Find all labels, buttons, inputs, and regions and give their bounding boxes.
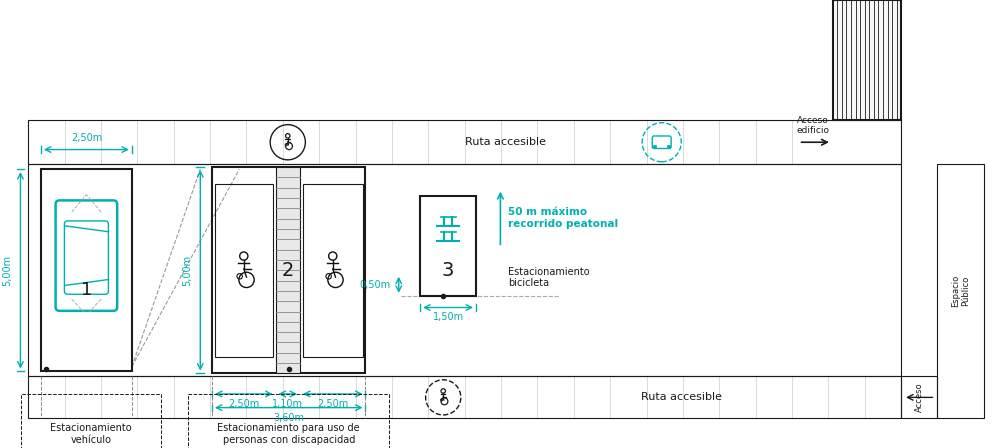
Bar: [667, 146, 670, 147]
Bar: [276, 167, 300, 374]
Bar: [41, 169, 132, 371]
Text: Acceso
edificio: Acceso edificio: [797, 116, 830, 135]
Bar: [28, 376, 901, 418]
Text: 5,00m: 5,00m: [3, 255, 13, 286]
Text: 3: 3: [442, 261, 454, 280]
Text: Espacio
Público: Espacio Público: [951, 275, 971, 307]
Text: 1,50m: 1,50m: [433, 312, 464, 323]
Text: Estacionamiento para uso de
personas con discapacidad: Estacionamiento para uso de personas con…: [217, 423, 360, 445]
Bar: [420, 196, 476, 296]
Text: 2: 2: [282, 261, 294, 280]
Bar: [901, 376, 937, 418]
Text: Ruta accesible: Ruta accesible: [641, 392, 722, 402]
Text: Acceso: Acceso: [915, 383, 924, 412]
Bar: [28, 120, 901, 164]
Bar: [937, 164, 984, 418]
Text: 3,60m: 3,60m: [273, 413, 304, 422]
Text: 2,50m: 2,50m: [71, 133, 102, 143]
Text: 0,50m: 0,50m: [360, 280, 391, 290]
Text: 50 m máximo
recorrido peatonal: 50 m máximo recorrido peatonal: [508, 207, 618, 229]
Text: 1,10m: 1,10m: [272, 399, 303, 409]
Bar: [303, 184, 363, 357]
Bar: [212, 167, 365, 374]
Text: 2,50m: 2,50m: [317, 399, 348, 409]
Text: 1: 1: [81, 281, 92, 299]
Text: 2,50m: 2,50m: [228, 399, 259, 409]
Text: Estacionamiento
vehículo: Estacionamiento vehículo: [50, 423, 132, 445]
Bar: [28, 164, 901, 376]
Text: Ruta accesible: Ruta accesible: [465, 137, 546, 147]
Text: Estacionamiento
bicicleta: Estacionamiento bicicleta: [508, 267, 590, 289]
Bar: [653, 146, 656, 147]
Bar: [215, 184, 273, 357]
Bar: [833, 0, 901, 120]
Text: 5,00m: 5,00m: [182, 255, 192, 286]
